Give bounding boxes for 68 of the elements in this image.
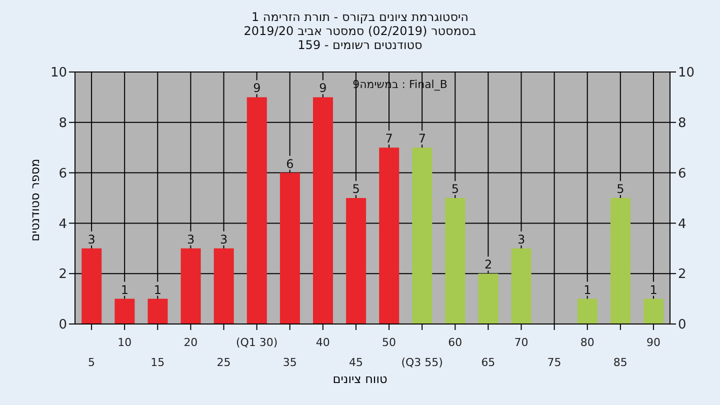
data-label: 6: [286, 156, 294, 171]
y2-tick-label: 8: [678, 116, 686, 132]
data-label: 5: [352, 182, 360, 196]
bar: [280, 172, 300, 324]
x-tick-label: 20: [184, 336, 198, 349]
y-tick-label: 8: [58, 116, 67, 132]
x-tick-label: 90: [646, 336, 660, 349]
bar: [610, 198, 630, 324]
data-label: 7: [385, 132, 393, 146]
y2-tick-label: 0: [678, 318, 686, 333]
data-label: 3: [186, 232, 195, 246]
x-tick-label: 60: [448, 336, 462, 349]
data-label: 1: [650, 282, 658, 297]
x-tick-label: 75: [547, 356, 562, 369]
y-tick-label: 10: [50, 66, 67, 81]
bar: [246, 97, 267, 324]
x-tick-label: 45: [348, 356, 363, 369]
x-tick-label: 5: [88, 356, 96, 369]
data-label: 3: [518, 232, 526, 246]
bar: [478, 274, 498, 324]
bar: [577, 298, 598, 324]
chart-title: היסטוגרמת ציונים בקורס - תורת הזרימה 1: [250, 10, 470, 24]
x-tick-label: 10: [118, 336, 132, 349]
bar: [644, 298, 664, 324]
bar: [412, 148, 432, 324]
data-label: 2: [484, 258, 492, 272]
bar: [313, 97, 333, 324]
x-tick-label: 50: [382, 336, 396, 349]
chart-subtitle: בסמסטר (02/2019) סמסטר אביב 2019/20 סטודנטים רשומים - 159: [242, 24, 478, 52]
x-tick-label: 85: [613, 356, 628, 369]
bar: [214, 248, 234, 324]
x-tick-label: 40: [316, 336, 330, 349]
x-tick-label: 70: [514, 336, 528, 349]
y2-tick-label: 4: [678, 216, 686, 232]
x-axis-title: טווח ציונים: [332, 372, 388, 386]
x-tick-label: 15: [150, 356, 165, 369]
bar: [180, 248, 201, 324]
y2-tick-label: 6: [678, 166, 686, 182]
y2-tick-label: 2: [678, 267, 686, 282]
x-tick-label: (Q3 55): [401, 356, 443, 369]
bar: [114, 298, 135, 324]
data-label: 1: [154, 282, 162, 297]
y-tick-label: 4: [58, 216, 67, 232]
data-label: 1: [120, 282, 128, 297]
bar: [148, 298, 168, 324]
bar: [445, 198, 466, 324]
x-tick-label: (Q1 30): [236, 336, 278, 349]
y-axis-title: מספר סטודנטים: [28, 158, 42, 242]
y-tick-label: 2: [58, 267, 67, 282]
x-tick-label: 80: [580, 336, 594, 349]
data-label: 3: [88, 232, 96, 246]
y-tick-label: 6: [58, 166, 67, 182]
x-tick-label: 35: [282, 356, 297, 369]
x-tick-label: 65: [481, 356, 496, 369]
bar: [346, 198, 366, 324]
bar: [379, 148, 400, 324]
data-label: 7: [418, 132, 426, 146]
y-tick-label: 0: [58, 318, 67, 333]
data-label: 9: [319, 81, 327, 96]
x-tick-label: 25: [216, 356, 231, 369]
y2-tick-label: 10: [678, 66, 695, 81]
bar: [82, 248, 102, 324]
data-label: 1: [584, 282, 592, 297]
data-label: 5: [451, 182, 460, 196]
bar: [511, 248, 532, 324]
data-label: 5: [616, 182, 624, 196]
data-label: 3: [220, 232, 228, 246]
data-label: 9: [253, 81, 261, 96]
